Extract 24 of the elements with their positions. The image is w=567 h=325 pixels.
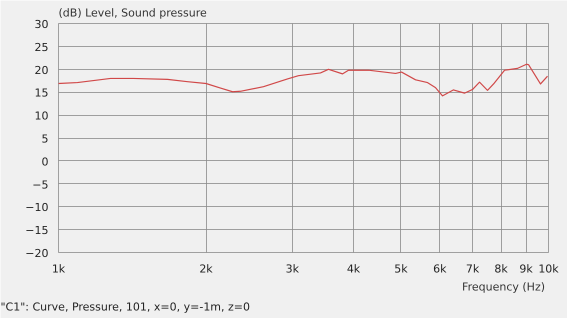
y-tick-label: 20 (34, 64, 49, 77)
x-tick-label: 3k (286, 262, 300, 276)
y-tick-label: 30 (34, 18, 49, 31)
y-tick-label: 15 (34, 86, 49, 100)
y-tick-label: 25 (34, 40, 49, 54)
y-tick-label: −20 (25, 247, 49, 260)
x-tick-label: 10k (538, 262, 560, 276)
y-tick-label: 5 (42, 132, 48, 146)
y-tick-label: 10 (34, 110, 49, 123)
chart-title: (dB) Level, Sound pressure (58, 6, 208, 20)
x-tick-label: 5k (394, 262, 408, 276)
x-axis-title: Frequency (Hz) (462, 280, 546, 294)
x-tick-label: 6k (433, 262, 448, 276)
x-tick-label: 4k (346, 262, 361, 276)
x-tick-label: 1k (52, 262, 66, 276)
y-tick-label: −10 (25, 201, 49, 214)
y-tick-label: 0 (42, 155, 48, 168)
x-tick-label: 9k (519, 262, 534, 276)
y-tick-label: −15 (25, 224, 49, 238)
x-tick-label: 8k (494, 262, 508, 276)
text: "C1": Curve, Pressure, 101, x=0, y=-1m, z=0 (0, 300, 250, 314)
x-tick-label: 2k (199, 262, 214, 276)
x-tick-label: 7k (466, 262, 480, 276)
y-tick-label: −5 (32, 178, 49, 192)
